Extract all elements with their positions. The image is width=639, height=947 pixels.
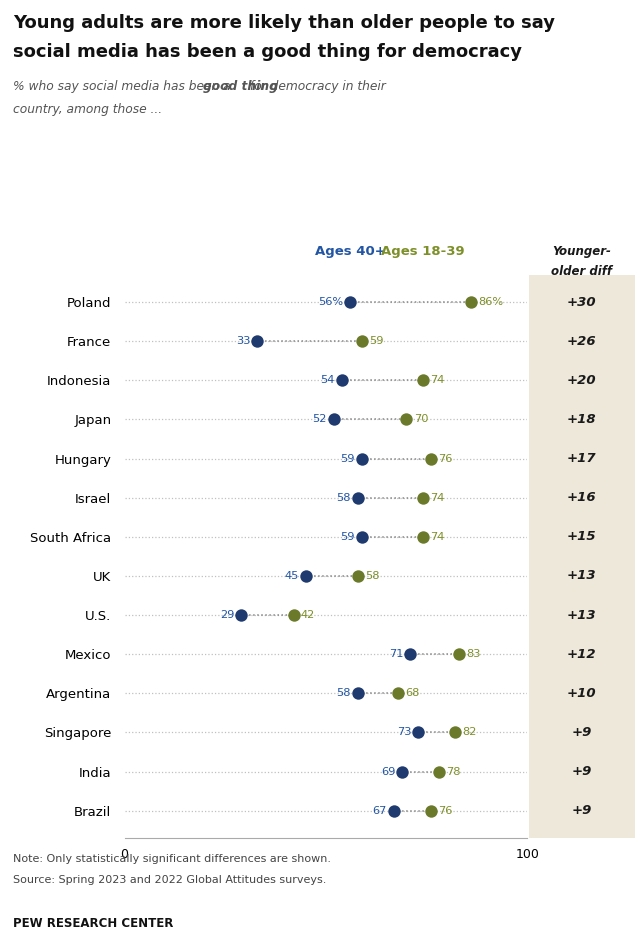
Point [426, 451, 436, 466]
Point [345, 295, 355, 310]
Text: +13: +13 [567, 569, 597, 582]
Text: 78: 78 [446, 766, 460, 777]
Text: 74: 74 [430, 375, 444, 385]
Text: +26: +26 [567, 334, 597, 348]
Text: 42: 42 [301, 610, 315, 620]
Text: 58: 58 [336, 688, 351, 698]
Text: 58: 58 [336, 492, 351, 503]
Text: Ages 18-39: Ages 18-39 [381, 244, 464, 258]
Text: 58: 58 [366, 571, 380, 581]
Point [450, 724, 460, 740]
Point [433, 764, 443, 779]
Text: 86%: 86% [478, 297, 503, 307]
Point [393, 686, 403, 701]
Point [466, 295, 476, 310]
Point [337, 373, 347, 388]
Point [252, 333, 263, 348]
Point [329, 412, 339, 427]
Text: +9: +9 [572, 804, 592, 817]
Text: 67: 67 [373, 806, 387, 815]
Text: +9: +9 [572, 765, 592, 778]
Text: 59: 59 [341, 454, 355, 463]
Text: good thing: good thing [203, 80, 277, 93]
Point [301, 568, 311, 583]
Text: +13: +13 [567, 609, 597, 621]
Text: 45: 45 [284, 571, 298, 581]
Text: +12: +12 [567, 648, 597, 661]
Point [357, 451, 367, 466]
Point [353, 491, 363, 506]
Text: PEW RESEARCH CENTER: PEW RESEARCH CENTER [13, 917, 173, 930]
Text: Ages 40+: Ages 40+ [315, 244, 385, 258]
Text: 76: 76 [438, 454, 452, 463]
Text: 52: 52 [312, 415, 327, 424]
Point [389, 803, 399, 818]
Point [417, 373, 427, 388]
Point [401, 412, 412, 427]
Text: % who say social media has been a: % who say social media has been a [13, 80, 235, 93]
Text: +10: +10 [567, 687, 597, 700]
Text: 83: 83 [466, 650, 481, 659]
Point [353, 568, 363, 583]
Text: Source: Spring 2023 and 2022 Global Attitudes surveys.: Source: Spring 2023 and 2022 Global Atti… [13, 875, 326, 885]
Text: Younger-: Younger- [552, 244, 612, 258]
Point [417, 491, 427, 506]
Text: 73: 73 [397, 727, 412, 738]
Text: 74: 74 [430, 492, 444, 503]
Text: 54: 54 [320, 375, 335, 385]
Text: 70: 70 [413, 415, 428, 424]
Text: +20: +20 [567, 374, 597, 386]
Point [426, 803, 436, 818]
Text: 74: 74 [430, 532, 444, 542]
Text: 71: 71 [389, 650, 403, 659]
Text: 59: 59 [369, 336, 384, 347]
Text: +9: +9 [572, 726, 592, 739]
Text: 33: 33 [236, 336, 250, 347]
Text: +15: +15 [567, 530, 597, 544]
Text: 82: 82 [462, 727, 476, 738]
Point [357, 333, 367, 348]
Text: +30: +30 [567, 295, 597, 309]
Text: 69: 69 [381, 766, 395, 777]
Text: 59: 59 [341, 532, 355, 542]
Text: +16: +16 [567, 491, 597, 504]
Text: 76: 76 [438, 806, 452, 815]
Point [413, 724, 424, 740]
Text: 29: 29 [220, 610, 234, 620]
Point [405, 647, 415, 662]
Point [236, 607, 247, 622]
Text: +18: +18 [567, 413, 597, 426]
Point [353, 686, 363, 701]
Text: social media has been a good thing for democracy: social media has been a good thing for d… [13, 43, 522, 61]
Point [289, 607, 299, 622]
Text: for democracy in their: for democracy in their [246, 80, 386, 93]
Text: country, among those ...: country, among those ... [13, 103, 162, 116]
Point [454, 647, 464, 662]
Point [357, 529, 367, 545]
Text: Young adults are more likely than older people to say: Young adults are more likely than older … [13, 14, 555, 32]
Text: +17: +17 [567, 452, 597, 465]
Text: 56%: 56% [318, 297, 343, 307]
Point [397, 764, 408, 779]
Text: 68: 68 [406, 688, 420, 698]
Point [417, 529, 427, 545]
Text: older diff: older diff [551, 265, 612, 278]
Text: Note: Only statistically significant differences are shown.: Note: Only statistically significant dif… [13, 854, 331, 865]
